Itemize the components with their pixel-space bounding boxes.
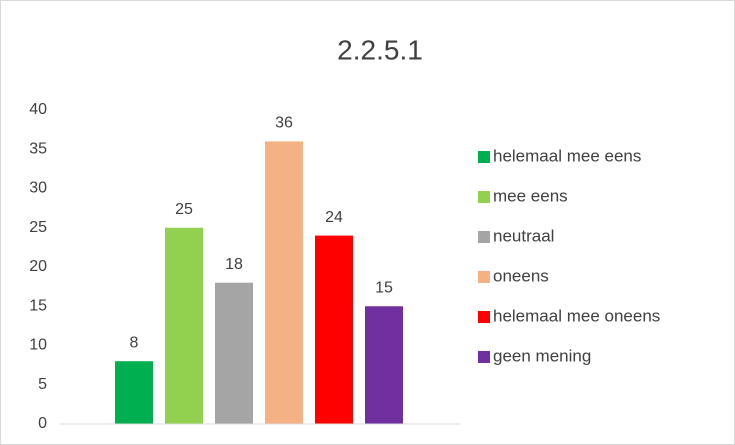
- legend-label: mee eens: [493, 186, 568, 205]
- y-tick-label: 20: [29, 258, 47, 275]
- bar: [315, 235, 353, 424]
- legend-swatch: [478, 191, 490, 203]
- y-tick-label: 0: [38, 415, 47, 432]
- y-tick-label: 30: [29, 180, 47, 197]
- bar: [265, 141, 303, 424]
- data-label: 36: [275, 115, 293, 132]
- data-label: 8: [130, 334, 139, 351]
- legend-label: oneens: [493, 266, 549, 285]
- bar: [115, 361, 153, 424]
- bar: [165, 227, 203, 424]
- legend-swatch: [478, 351, 490, 363]
- data-label: 24: [325, 209, 343, 226]
- legend-swatch: [478, 231, 490, 243]
- data-label: 18: [225, 256, 243, 273]
- legend-swatch: [478, 271, 490, 283]
- y-tick-label: 35: [29, 140, 47, 157]
- legend-swatch: [478, 311, 490, 323]
- legend-label: helemaal mee oneens: [493, 306, 660, 325]
- y-tick-label: 25: [29, 219, 47, 236]
- legend-label: geen mening: [493, 346, 591, 365]
- legend-swatch: [478, 151, 490, 163]
- chart-title: 2.2.5.1: [337, 34, 423, 65]
- y-tick-label: 40: [29, 101, 47, 118]
- legend-label: helemaal mee eens: [493, 146, 641, 165]
- bar: [215, 282, 253, 424]
- data-label: 25: [175, 201, 193, 218]
- y-tick-label: 15: [29, 297, 47, 314]
- y-tick-label: 5: [38, 376, 47, 393]
- y-tick-label: 10: [29, 337, 47, 354]
- data-label: 15: [375, 279, 393, 296]
- legend-label: neutraal: [493, 226, 554, 245]
- bar: [365, 306, 403, 424]
